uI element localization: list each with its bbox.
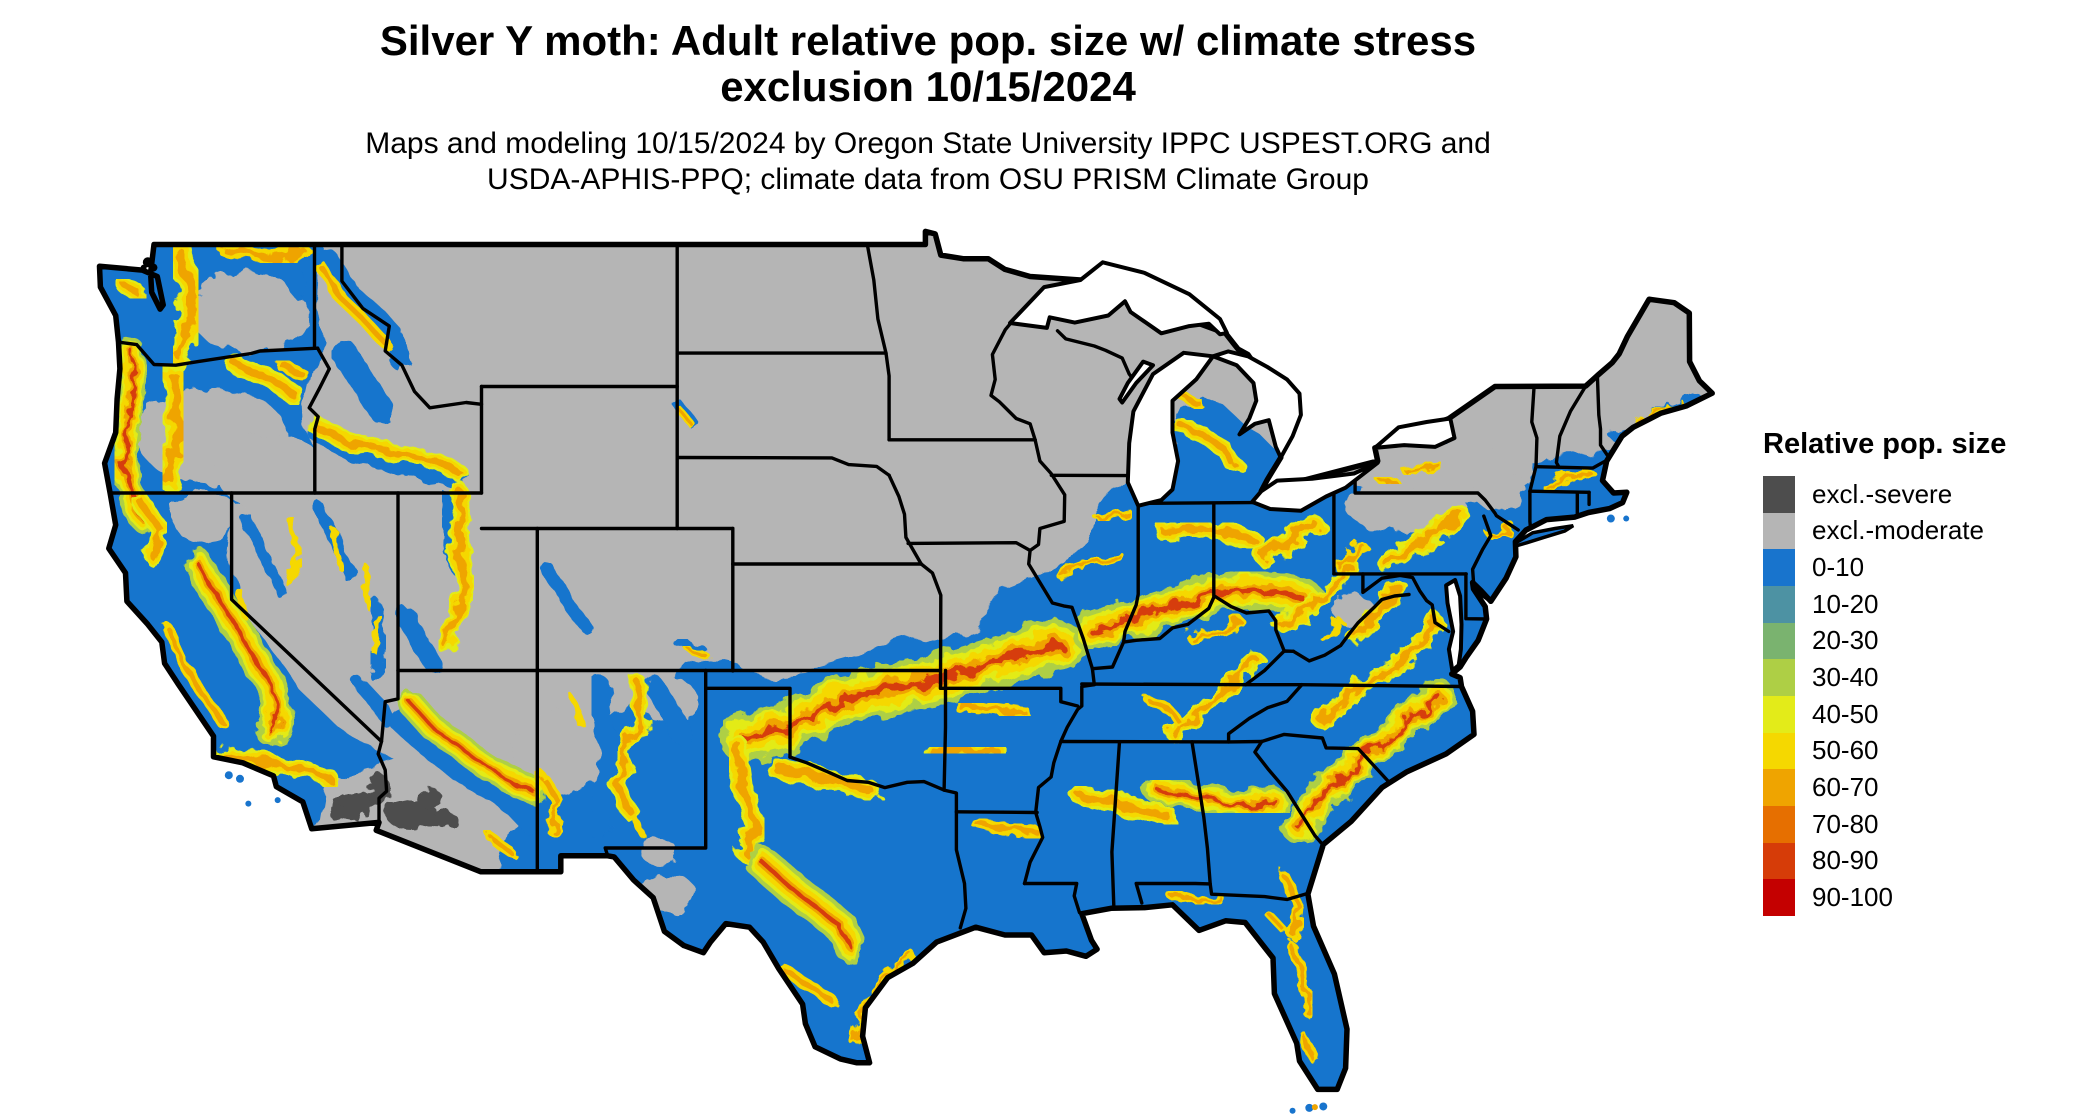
long-island [1513,523,1575,548]
island-dot [140,264,147,271]
legend-row: excl.-severe [1763,476,2006,513]
map-subtitle-line1: Maps and modeling 10/15/2024 by Oregon S… [365,127,1491,160]
legend-swatch [1763,476,1795,513]
island-dot [224,771,233,780]
legend-label: 0-10 [1812,552,1865,583]
legend-swatch [1763,732,1795,770]
legend-swatch [1763,879,1795,916]
legend-swatch [1763,512,1795,550]
legend-swatch [1763,549,1795,586]
island-dot [1305,1103,1314,1112]
island-dot [1623,515,1630,522]
legend-label: 10-20 [1812,588,1879,619]
legend-label: 90-100 [1812,882,1893,913]
legend-row: 20-30 [1763,622,2006,660]
legend-row: excl.-moderate [1763,512,2006,550]
legend-swatch [1763,805,1795,843]
legend-row: 50-60 [1763,732,2006,770]
legend-row: 90-100 [1763,879,2006,916]
map-subtitle-line2: USDA-APHIS-PPQ; climate data from OSU PR… [487,163,1369,196]
header: Silver Y moth: Adult relative pop. size … [0,18,1856,198]
island-dot [245,800,252,807]
legend-swatch [1763,842,1795,880]
legend-label: 60-70 [1812,772,1879,803]
legend: Relative pop. size excl.-severe excl.-mo… [1763,428,2006,916]
legend-label: excl.-severe [1812,478,1953,509]
legend-label: excl.-moderate [1812,515,1984,546]
map-title-line2: exclusion 10/15/2024 [720,63,1136,110]
legend-row: 0-10 [1763,549,2006,586]
legend-row: 30-40 [1763,659,2006,696]
state-borders [108,242,1609,930]
national-border [96,228,1715,1093]
legend-title: Relative pop. size [1763,428,2007,460]
legend-label: 40-50 [1812,698,1879,729]
map-subtitle: Maps and modeling 10/15/2024 by Oregon S… [0,126,1856,198]
island-dot [1311,1104,1318,1111]
great-lakes [1008,260,1492,673]
legend-swatch [1763,622,1795,660]
legend-row: 10-20 [1763,585,2006,623]
legend-swatch [1763,695,1795,733]
legend-row: 40-50 [1763,695,2006,733]
legend-swatch [1763,659,1795,696]
legend-swatch [1763,585,1795,623]
legend-label: 20-30 [1812,625,1879,656]
legend-label: 30-40 [1812,662,1879,693]
legend-row: 80-90 [1763,842,2006,880]
island-dot [1606,514,1615,523]
map-title-line1: Silver Y moth: Adult relative pop. size … [379,17,1477,64]
legend-label: 80-90 [1812,845,1879,876]
legend-row: 60-70 [1763,769,2006,806]
legend-label: 70-80 [1812,808,1879,839]
island-dot [149,263,158,272]
island-dot [235,774,244,783]
island-dot [274,797,281,804]
island-dot [1289,1107,1296,1114]
legend-row: 70-80 [1763,805,2006,843]
island-dot [1319,1102,1328,1111]
legend-swatch [1763,769,1795,806]
legend-label: 50-60 [1812,735,1879,766]
island-dot [142,257,153,268]
